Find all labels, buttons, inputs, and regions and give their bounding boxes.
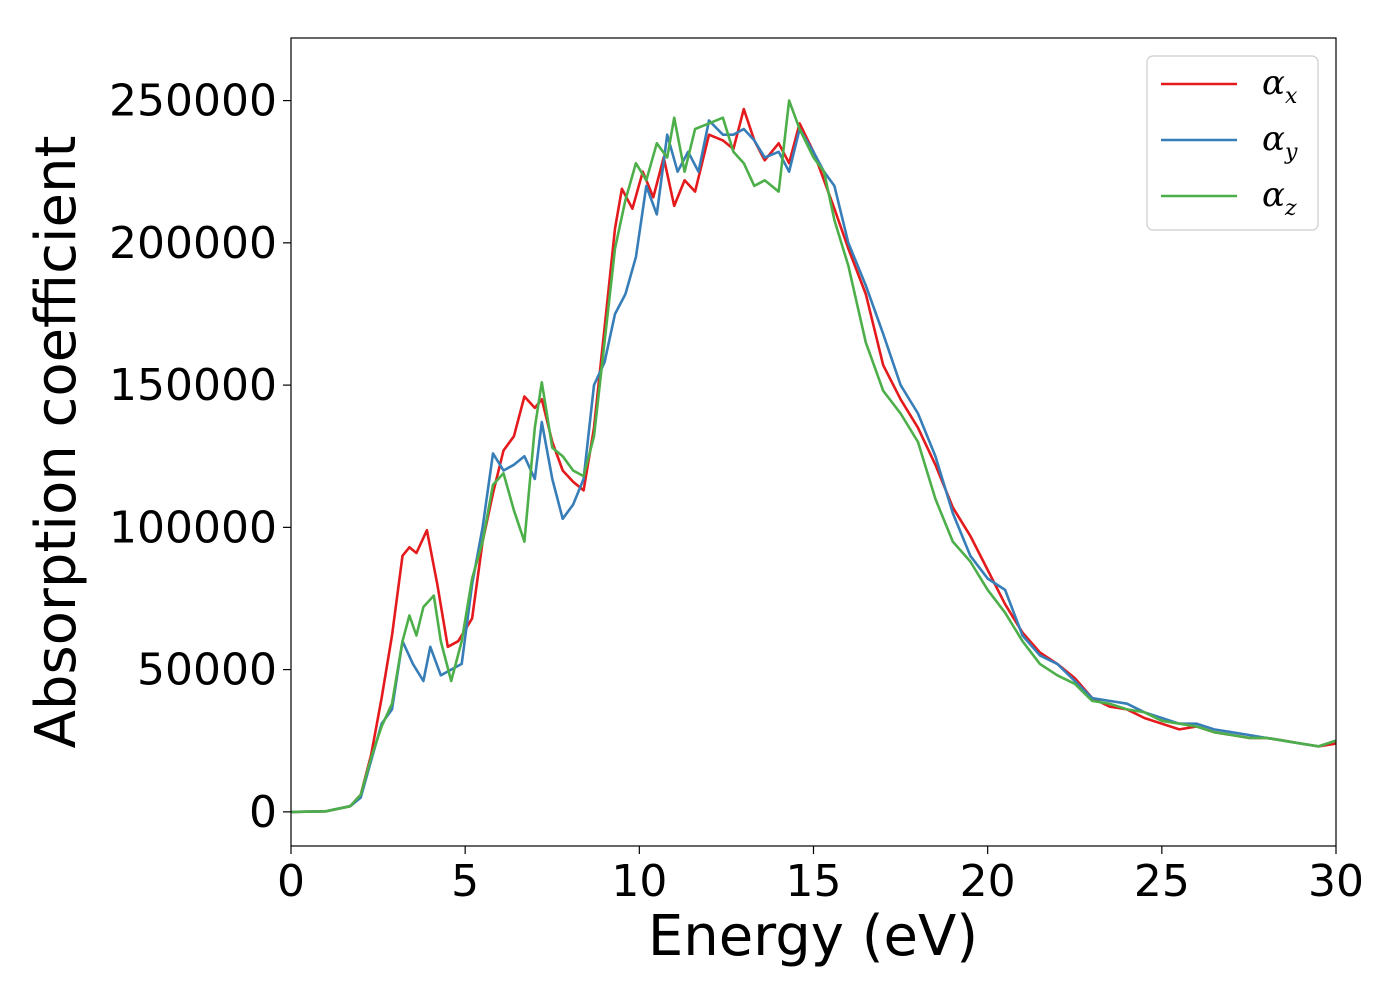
legend-subscript: z — [1284, 196, 1297, 221]
y-tick-label: 100000 — [109, 502, 277, 553]
legend-box — [1146, 55, 1319, 231]
y-tick-label: 150000 — [109, 360, 277, 411]
y-tick-label: 250000 — [109, 76, 277, 127]
y-tick-label: 0 — [249, 787, 277, 838]
x-tick-label: 10 — [611, 856, 667, 907]
series-line-x — [290, 107, 1337, 814]
x-tick-label: 25 — [1134, 856, 1190, 907]
x-tick-label: 5 — [451, 856, 479, 907]
x-tick-label: 15 — [786, 856, 842, 907]
x-tick-label: 20 — [960, 856, 1016, 907]
legend-subscript: y — [1284, 140, 1298, 165]
x-axis-title: Energy (eV) — [648, 904, 978, 969]
series-lines — [290, 99, 1337, 814]
y-axis-title: Absorption coefficient — [24, 136, 89, 749]
legend-subscript: x — [1285, 84, 1298, 109]
x-tick-label: 0 — [277, 856, 305, 907]
y-axis-ticks: 0 50000 100000 150000 200000 250000 — [109, 76, 291, 838]
x-axis-ticks: 0 5 10 15 20 25 30 — [277, 846, 1364, 907]
x-tick-label: 30 — [1308, 856, 1364, 907]
series-line-z — [290, 99, 1337, 814]
y-tick-label: 50000 — [137, 645, 277, 696]
y-tick-label: 200000 — [109, 218, 277, 269]
